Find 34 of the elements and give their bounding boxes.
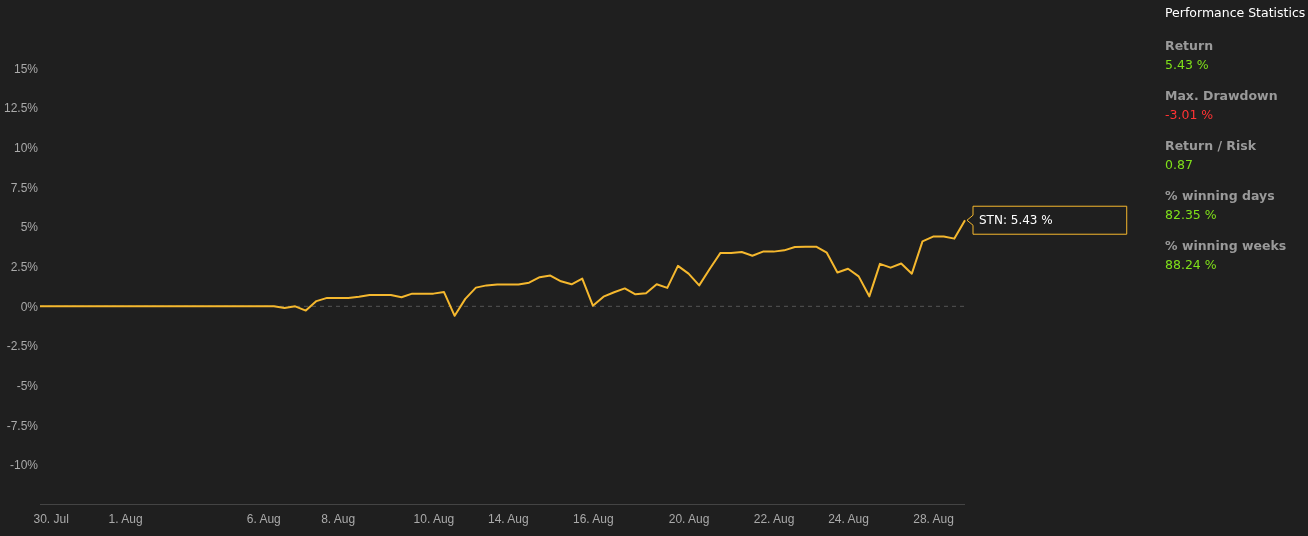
x-tick-label: 20. Aug bbox=[668, 512, 710, 527]
text: % winning days bbox=[1165, 188, 1275, 203]
x-tick-label: 14. Aug bbox=[487, 512, 529, 527]
x-tick-label: 8. Aug bbox=[321, 512, 356, 527]
x-tick-label: 22. Aug bbox=[753, 512, 795, 527]
y-tick-label: 10% bbox=[13, 141, 39, 156]
y-tick-label: 5% bbox=[20, 220, 39, 235]
x-tick-label: 24. Aug bbox=[828, 512, 869, 527]
y-tick-label: 7.5% bbox=[10, 180, 39, 195]
y-tick-label: -2.5% bbox=[6, 339, 39, 354]
x-tick-label: 28. Aug bbox=[913, 512, 954, 527]
y-tick-label: 0% bbox=[20, 299, 39, 314]
text: Max. Drawdown bbox=[1165, 88, 1278, 103]
text: -3.01 % bbox=[1165, 107, 1214, 122]
y-tick-label: -5% bbox=[16, 378, 39, 393]
y-tick-label: -10% bbox=[9, 458, 39, 473]
text: Return / Risk bbox=[1165, 138, 1257, 153]
x-tick-label: 10. Aug bbox=[413, 512, 455, 527]
text: % winning weeks bbox=[1165, 238, 1287, 253]
text: 88.24 % bbox=[1165, 257, 1217, 272]
x-tick-label: 1. Aug bbox=[108, 512, 143, 527]
y-tick-label: 15% bbox=[13, 61, 39, 76]
x-tick-label: 6. Aug bbox=[246, 512, 281, 527]
y-tick-label: 12.5% bbox=[3, 101, 39, 116]
text: Performance Statistics bbox=[1165, 5, 1306, 20]
text: 5.43 % bbox=[1165, 57, 1209, 72]
text: Return bbox=[1165, 38, 1214, 53]
y-tick-label: 2.5% bbox=[10, 260, 39, 275]
text: 82.35 % bbox=[1165, 207, 1217, 222]
y-tick-label: -7.5% bbox=[6, 418, 39, 433]
x-tick-label: 16. Aug bbox=[573, 512, 614, 527]
x-tick-label: 30. Jul bbox=[33, 512, 69, 527]
text: 0.87 bbox=[1165, 157, 1193, 172]
text: STN: 5.43 % bbox=[979, 213, 1053, 228]
